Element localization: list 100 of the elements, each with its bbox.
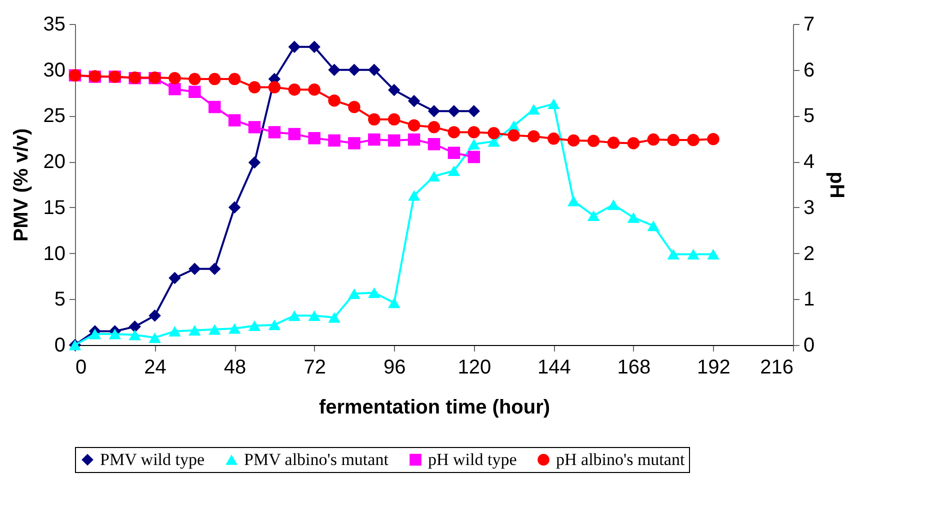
x-tick-label: 96 <box>383 356 406 378</box>
point <box>288 40 301 54</box>
y2-tick-label: 1 <box>804 288 815 311</box>
point <box>667 134 680 146</box>
point <box>248 320 261 332</box>
point <box>627 212 640 223</box>
point <box>607 199 620 210</box>
y2-tick-label: 5 <box>804 105 815 128</box>
point <box>188 86 201 98</box>
point <box>208 324 221 335</box>
point <box>687 134 700 146</box>
point <box>208 100 221 114</box>
y2-tick-label: 6 <box>804 59 815 82</box>
point <box>388 134 400 147</box>
point <box>448 165 460 176</box>
point <box>468 138 480 150</box>
point <box>647 133 660 146</box>
legend-label: PMV wild type <box>100 450 205 469</box>
y-tick-label: 25 <box>43 105 66 128</box>
point <box>587 210 600 221</box>
point <box>528 130 540 142</box>
legend-label: pH albino's mutant <box>556 450 685 469</box>
x-tick-label: 168 <box>617 356 651 378</box>
point <box>388 298 400 308</box>
point <box>248 81 261 94</box>
y2-axis-title: pH <box>826 172 848 198</box>
point <box>188 72 201 86</box>
point <box>288 310 301 321</box>
y2-tick-label: 3 <box>804 196 815 219</box>
point <box>288 128 301 140</box>
point <box>508 129 520 142</box>
point <box>308 83 320 96</box>
x-tick-label: 192 <box>697 356 730 378</box>
point <box>408 190 420 201</box>
point <box>268 126 281 138</box>
point <box>348 64 360 76</box>
point <box>567 196 580 206</box>
point <box>468 126 480 138</box>
x-tick-label: 0 <box>76 356 87 378</box>
point <box>368 287 380 298</box>
point <box>428 138 440 150</box>
point <box>168 272 181 284</box>
y-tick-label: 0 <box>54 334 66 356</box>
point <box>707 248 720 260</box>
point <box>188 262 201 275</box>
point <box>448 146 460 159</box>
point <box>468 105 480 118</box>
point <box>208 72 221 86</box>
y2-tick-label: 2 <box>804 242 815 265</box>
point <box>168 72 181 84</box>
point <box>428 121 440 134</box>
x-tick-label: 120 <box>458 356 492 378</box>
point <box>368 64 380 76</box>
point <box>408 94 420 108</box>
y2-tick-label: 0 <box>804 334 815 356</box>
y-tick-label: 30 <box>43 59 66 82</box>
y-tick-label: 35 <box>43 14 66 36</box>
y2-tick-label: 4 <box>804 151 815 174</box>
legend-label: pH wild type <box>428 450 517 469</box>
point <box>208 262 221 275</box>
point <box>328 312 340 323</box>
point <box>108 328 122 340</box>
y-axis-title: PMV (% v/v) <box>10 128 32 242</box>
point <box>548 98 560 110</box>
point <box>128 320 141 333</box>
point <box>348 288 360 299</box>
point <box>268 320 281 330</box>
point <box>328 64 340 76</box>
point <box>168 82 181 96</box>
point <box>687 248 700 260</box>
y-tick-label: 5 <box>54 288 66 311</box>
point <box>408 133 420 146</box>
legend-label: PMV albino's mutant <box>244 450 389 469</box>
x-tick-label: 24 <box>144 356 166 378</box>
point <box>388 113 400 126</box>
point <box>268 81 281 94</box>
point <box>388 84 400 96</box>
x-axis-title: fermentation time (hour) <box>318 396 550 418</box>
point <box>627 137 640 150</box>
point <box>168 326 181 337</box>
y-tick-label: 10 <box>43 242 66 265</box>
point <box>228 114 241 126</box>
point <box>667 248 680 260</box>
x-tick-label: 72 <box>304 356 326 378</box>
point <box>428 170 440 182</box>
point <box>348 100 360 114</box>
point <box>248 156 261 169</box>
y-tick-label: 20 <box>43 151 66 174</box>
point <box>288 83 301 96</box>
x-tick-label: 216 <box>760 356 794 378</box>
point <box>368 113 380 126</box>
point <box>88 328 102 340</box>
point <box>468 150 480 164</box>
y-tick-label: 15 <box>43 196 66 219</box>
point <box>128 330 141 340</box>
y2-tick-label: 7 <box>804 14 815 36</box>
point <box>448 126 460 138</box>
point <box>448 105 460 118</box>
point <box>228 323 241 334</box>
point <box>587 134 600 148</box>
